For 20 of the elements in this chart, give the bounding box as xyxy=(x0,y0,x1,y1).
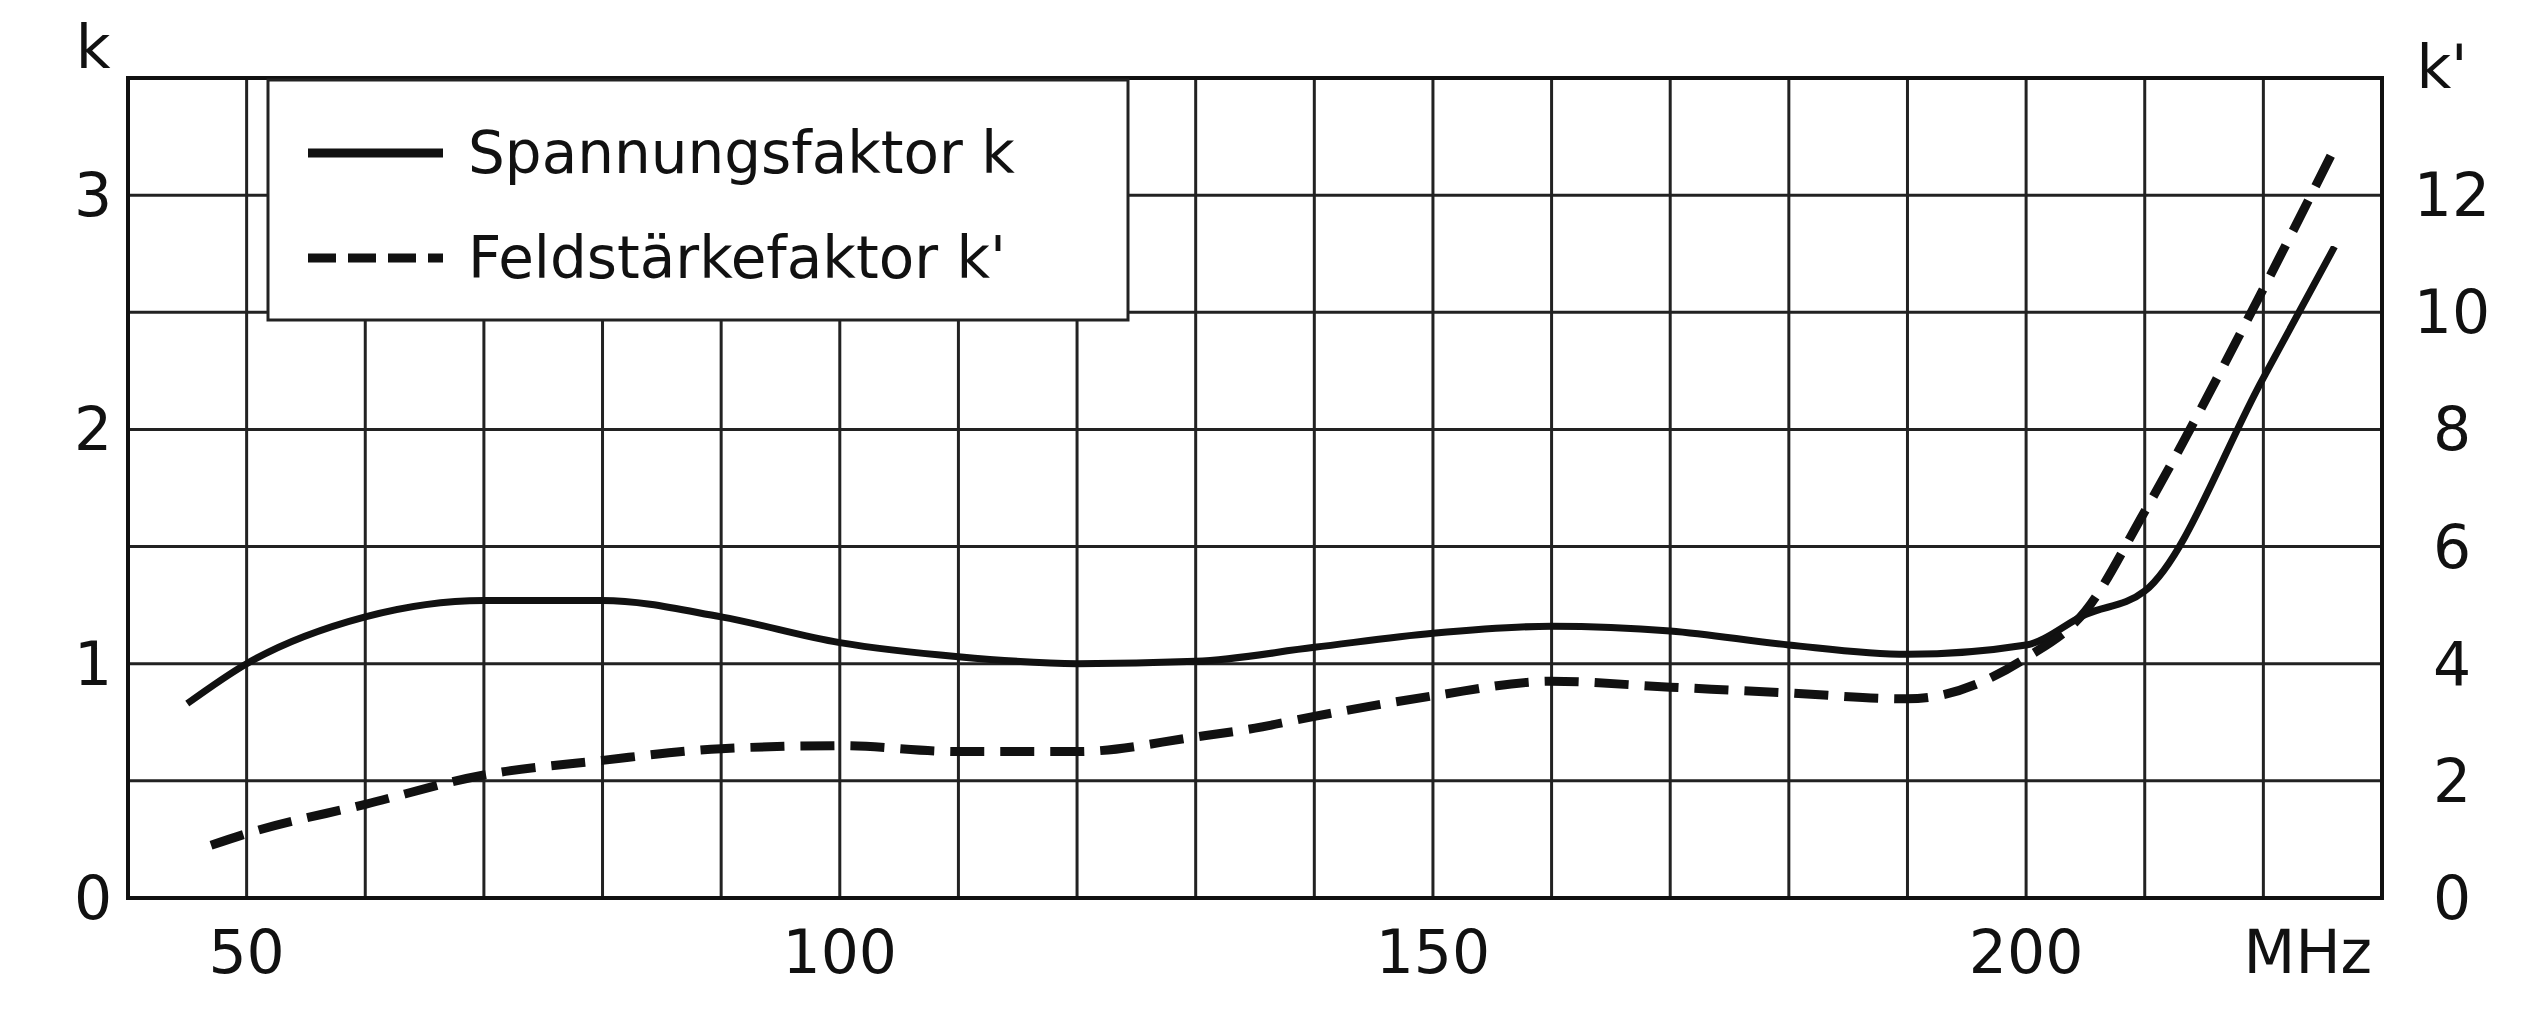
y2-axis-title: k' xyxy=(2416,32,2468,102)
y-tick-label: 3 xyxy=(73,160,113,231)
x-tick-label: 100 xyxy=(782,917,898,987)
y2-tick-label: 4 xyxy=(2432,628,2472,699)
y2-tick-label: 8 xyxy=(2432,394,2472,465)
y-tick-label: 1 xyxy=(73,628,113,699)
y2-tick-label: 10 xyxy=(2413,277,2491,348)
y-axis-title: k xyxy=(75,12,111,82)
y2-tick-label: 2 xyxy=(2432,745,2472,816)
y-tick-label: 2 xyxy=(73,394,113,465)
x-tick-label: 150 xyxy=(1375,917,1491,987)
y-tick-label: 0 xyxy=(73,863,113,933)
x-tick-label: 50 xyxy=(208,917,285,987)
legend-label: Spannungsfaktor k xyxy=(468,119,1016,187)
y2-tick-label: 6 xyxy=(2432,511,2472,582)
x-axis-title: MHz xyxy=(2243,917,2372,987)
x-tick-label: 200 xyxy=(1968,917,2084,987)
y2-tick-label: 12 xyxy=(2413,160,2491,231)
legend-label: Feldstärkefaktor k' xyxy=(468,224,1006,292)
y2-tick-label: 0 xyxy=(2432,863,2472,933)
